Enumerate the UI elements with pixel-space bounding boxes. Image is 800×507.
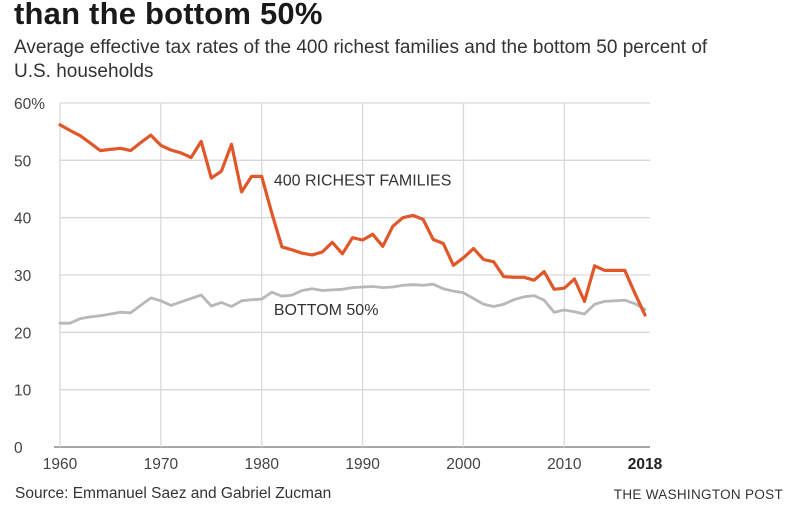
publisher-credit: THE WASHINGTON POST <box>613 487 783 502</box>
chart-title: than the bottom 50% <box>14 0 323 31</box>
y-tick-label: 30 <box>14 268 32 285</box>
y-tick-label: 60% <box>14 96 45 113</box>
x-tick-label: 1960 <box>43 456 78 473</box>
y-tick-label: 40 <box>14 211 32 228</box>
series-line-400-richest <box>58 123 647 317</box>
y-tick-label: 50 <box>14 153 32 170</box>
series-label-400-richest: 400 RICHEST FAMILIES <box>274 173 452 190</box>
y-tick-label: 10 <box>14 383 32 400</box>
gridlines <box>54 102 650 448</box>
x-tick-label: 1990 <box>345 456 380 473</box>
y-axis-ticks: 0 10 20 30 40 50 60% <box>14 96 45 457</box>
series-labels: BOTTOM 50% 400 RICHEST FAMILIES <box>274 173 452 320</box>
x-tick-label: 1970 <box>144 456 179 473</box>
chart-subtitle: Average effective tax rates of the 400 r… <box>14 37 708 82</box>
series-label-bottom-50: BOTTOM 50% <box>274 302 379 319</box>
series-line-bottom-50 <box>58 282 647 325</box>
x-axis-ticks: 1960 1970 1980 1990 2000 2010 2018 <box>43 456 663 473</box>
x-tick-label: 2018 <box>628 456 663 473</box>
y-tick-label: 0 <box>14 440 23 457</box>
x-tick-label: 2000 <box>446 456 481 473</box>
source-note: Source: Emmanuel Saez and Gabriel Zucman <box>15 485 332 502</box>
series-lines <box>58 123 647 325</box>
x-tick-label: 2010 <box>547 456 582 473</box>
y-tick-label: 20 <box>14 325 32 342</box>
x-tick-label: 1980 <box>244 456 279 473</box>
